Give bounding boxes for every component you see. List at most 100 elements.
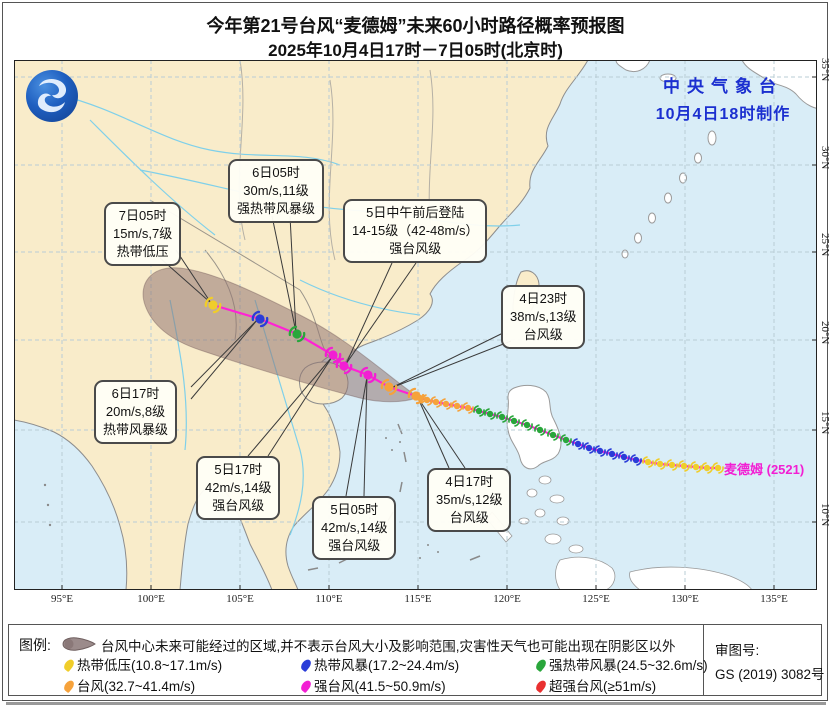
legend-item-label: 台风(32.7~41.4m/s): [77, 679, 196, 694]
typhoon-icon: [62, 678, 76, 694]
legend-title: 图例:: [19, 637, 51, 653]
past-track-point[interactable]: [508, 415, 520, 427]
lat-tick-label: 35°N: [819, 58, 831, 82]
typhoon-track-layer: [204, 296, 724, 474]
past-track-point[interactable]: [572, 438, 584, 450]
legend-item-label: 热带风暴(17.2~24.4m/s): [314, 658, 460, 673]
japan-korea-islands: [615, 60, 817, 259]
forecast-box-5d17: 5日17时 42m/s,14级 强台风级: [196, 456, 281, 520]
past-track-point[interactable]: [521, 419, 533, 431]
severe-typhoon-icon: [299, 678, 313, 694]
past-track-point[interactable]: [630, 454, 642, 466]
forecast-time: 5日中午前后登陆: [366, 205, 465, 220]
lon-tick-label: 105°E: [226, 593, 254, 605]
forecast-time: 7日05时: [118, 208, 167, 223]
forecast-category: 强热带风暴级: [237, 200, 316, 216]
cma-logo-swirl: [37, 78, 67, 113]
legend-item-super-ty: 超强台风(≥51m/s): [534, 675, 657, 695]
past-track-point[interactable]: [678, 460, 690, 472]
lon-tick-label: 115°E: [404, 593, 432, 605]
forecast-category: 强台风级: [389, 240, 442, 256]
past-track-point[interactable]: [583, 442, 595, 454]
past-track-point[interactable]: [654, 458, 666, 470]
past-track-point[interactable]: [560, 434, 572, 446]
past-track-point[interactable]: [462, 402, 474, 414]
legend-panel: 图例: 台风中心未来可能经过的区域,并不表示台风大小及影响范围,灾害性天气也可能…: [8, 624, 825, 696]
forecast-track-point[interactable]: [335, 357, 353, 375]
bottom-shadow-bar: [6, 702, 826, 705]
forecast-wind: 42m/s,14级: [205, 479, 272, 495]
past-track-point[interactable]: [473, 405, 485, 417]
legend-item-label: 强台风(41.5~50.9m/s): [314, 679, 446, 694]
forecast-track-point[interactable]: [251, 310, 269, 328]
tropical-storm-icon: [299, 657, 313, 673]
storm-name-label: 麦德姆 (2521): [724, 462, 805, 477]
past-track-point[interactable]: [606, 448, 618, 460]
lat-tick-label: 25°N: [819, 233, 831, 257]
forecast-wind: 35m/s,12级: [436, 491, 503, 507]
super-typhoon-icon: [534, 678, 548, 694]
legend-item-label: 强热带风暴(24.5~32.6m/s): [549, 658, 708, 673]
forecast-track-point[interactable]: [359, 366, 377, 384]
severe-tropical-storm-icon: [534, 657, 548, 673]
lon-tick-label: 120°E: [493, 593, 521, 605]
past-track-point[interactable]: [690, 461, 702, 473]
forecast-track-point[interactable]: [324, 346, 342, 364]
forecast-box-6d05: 6日05时 30m/s,11级 强热带风暴级: [228, 159, 325, 223]
past-track-point[interactable]: [496, 411, 508, 423]
leader-lines: [159, 215, 512, 497]
past-track-point[interactable]: [451, 400, 463, 412]
lon-tick-label: 100°E: [137, 593, 165, 605]
forecast-track-point[interactable]: [380, 378, 398, 396]
legend-item-ts: 热带风暴(17.2~24.4m/s): [299, 654, 460, 674]
past-track-point[interactable]: [712, 462, 724, 474]
legend-divider: [703, 625, 704, 695]
legend-item-sty: 强台风(41.5~50.9m/s): [299, 675, 446, 695]
agency-credit: 中央气象台 10月4日18时制作: [628, 72, 818, 124]
forecast-wind: 30m/s,11级: [243, 182, 309, 198]
legend-cone-note: 台风中心未来可能经过的区域,并不表示台风大小及影响范围,灾害性天气也可能出现在阴…: [101, 639, 676, 654]
cone-legend-icon: [62, 637, 96, 651]
forecast-time: 6日05时: [252, 165, 300, 180]
forecast-category: 热带风暴级: [103, 421, 169, 437]
lat-tick-label: 15°N: [819, 411, 831, 435]
forecast-category: 台风级: [523, 326, 563, 342]
page-title: 今年第21号台风“麦德姆”未来60小时路径概率预报图: [206, 16, 625, 36]
forecast-box-4d23: 4日23时 38m/s,13级 台风级: [501, 285, 586, 349]
forecast-wind: 38m/s,13级: [510, 308, 577, 324]
lat-tick-label: 20°N: [819, 321, 831, 345]
past-track-point[interactable]: [594, 445, 606, 457]
forecast-time: 4日23时: [519, 291, 568, 306]
forecast-wind: 14-15级（42-48m/s）: [352, 222, 479, 238]
tropical-depression-icon: [62, 657, 76, 673]
lat-tick-label: 10°N: [819, 503, 831, 527]
forecast-time: 6日17时: [111, 386, 160, 401]
past-track-point[interactable]: [701, 462, 713, 474]
forecast-track-point[interactable]: [288, 325, 306, 343]
forecast-track-point[interactable]: [407, 387, 425, 405]
past-track-point[interactable]: [642, 456, 654, 468]
forecast-wind: 20m/s,8级: [105, 403, 166, 419]
past-track-point[interactable]: [547, 429, 559, 441]
past-track-point[interactable]: [534, 424, 546, 436]
past-track-point[interactable]: [484, 408, 496, 420]
forecast-box-7d05: 7日05时 15m/s,7级 热带低压: [104, 202, 182, 266]
forecast-category: 强台风级: [328, 537, 381, 553]
lon-tick-label: 135°E: [760, 593, 788, 605]
forecast-time: 4日17时: [445, 474, 494, 489]
forecast-category: 热带低压: [116, 243, 169, 259]
forecast-wind: 42m/s,14级: [321, 519, 388, 535]
past-track-point[interactable]: [618, 451, 630, 463]
forecast-box-4d17: 4日17时 35m/s,12级 台风级: [427, 468, 512, 532]
forecast-time: 5日17时: [214, 462, 263, 477]
forecast-box-6d17: 6日17时 20m/s,8级 热带风暴级: [94, 380, 178, 444]
past-track-point[interactable]: [666, 459, 678, 471]
cma-logo: [26, 70, 78, 122]
legend-item-ty: 台风(32.7~41.4m/s): [62, 675, 196, 695]
lon-tick-label: 110°E: [315, 593, 343, 605]
forecast-track-point[interactable]: [204, 296, 222, 314]
legend-item-label: 超强台风(≥51m/s): [549, 679, 657, 694]
map-border: [14, 60, 817, 590]
